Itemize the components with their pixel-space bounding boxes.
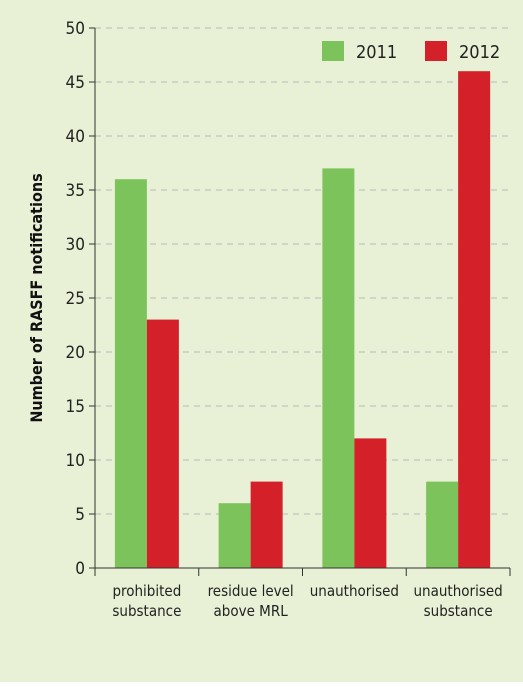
- bar: [426, 481, 459, 568]
- legend: 2011 2012: [322, 41, 500, 63]
- y-tick-label: 25: [66, 289, 85, 309]
- legend-swatch: [322, 41, 344, 61]
- axes: [89, 27, 511, 576]
- x-category-label: unauthorised: [310, 582, 399, 600]
- x-category-label: substance: [112, 602, 181, 620]
- y-tick-label: 10: [66, 451, 85, 471]
- y-tick-label: 40: [66, 127, 85, 147]
- bar: [322, 168, 355, 568]
- bar: [218, 503, 251, 568]
- y-tick-label: 15: [66, 397, 85, 417]
- y-tick-label: 5: [75, 505, 85, 525]
- y-axis-label: Number of RASFF notifications: [27, 173, 46, 422]
- labels: 0 5 10 15 20 25 30 35 40 45 50 prohibited substance r…: [66, 19, 503, 620]
- y-tick-label: 0: [75, 559, 85, 579]
- y-tick-label: 45: [66, 73, 85, 93]
- bar: [458, 71, 491, 568]
- x-category-label: substance: [424, 602, 493, 620]
- bars: [114, 71, 491, 568]
- legend-label: 2012: [459, 42, 500, 63]
- x-category-label: prohibited: [112, 582, 181, 600]
- y-tick-label: 50: [66, 19, 85, 39]
- x-category-label: above MRL: [214, 602, 289, 620]
- x-category-label: residue level: [208, 582, 294, 600]
- bar: [250, 481, 283, 568]
- bar: [354, 438, 387, 568]
- y-tick-label: 35: [66, 181, 85, 201]
- legend-label: 2011: [356, 42, 397, 63]
- y-tick-label: 20: [66, 343, 85, 363]
- y-tick-label: 30: [66, 235, 85, 255]
- bar: [146, 319, 179, 568]
- x-category-label: unauthorised: [414, 582, 503, 600]
- legend-swatch: [425, 41, 447, 61]
- bar: [114, 179, 147, 568]
